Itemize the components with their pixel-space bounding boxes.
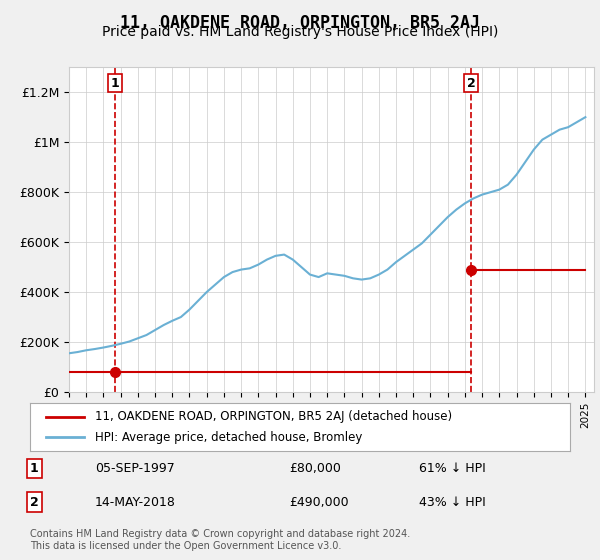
Text: Price paid vs. HM Land Registry's House Price Index (HPI): Price paid vs. HM Land Registry's House … bbox=[102, 25, 498, 39]
Text: 14-MAY-2018: 14-MAY-2018 bbox=[95, 496, 176, 508]
Text: Contains HM Land Registry data © Crown copyright and database right 2024.
This d: Contains HM Land Registry data © Crown c… bbox=[30, 529, 410, 551]
Text: £490,000: £490,000 bbox=[289, 496, 349, 508]
Text: 43% ↓ HPI: 43% ↓ HPI bbox=[419, 496, 485, 508]
Text: HPI: Average price, detached house, Bromley: HPI: Average price, detached house, Brom… bbox=[95, 431, 362, 444]
Text: 2: 2 bbox=[30, 496, 39, 508]
Text: 2: 2 bbox=[467, 77, 476, 90]
Text: £80,000: £80,000 bbox=[289, 462, 341, 475]
Text: 61% ↓ HPI: 61% ↓ HPI bbox=[419, 462, 485, 475]
Text: 1: 1 bbox=[110, 77, 119, 90]
Text: 1: 1 bbox=[30, 462, 39, 475]
Text: 11, OAKDENE ROAD, ORPINGTON, BR5 2AJ (detached house): 11, OAKDENE ROAD, ORPINGTON, BR5 2AJ (de… bbox=[95, 410, 452, 423]
Text: 05-SEP-1997: 05-SEP-1997 bbox=[95, 462, 175, 475]
Text: 11, OAKDENE ROAD, ORPINGTON, BR5 2AJ: 11, OAKDENE ROAD, ORPINGTON, BR5 2AJ bbox=[120, 14, 480, 32]
